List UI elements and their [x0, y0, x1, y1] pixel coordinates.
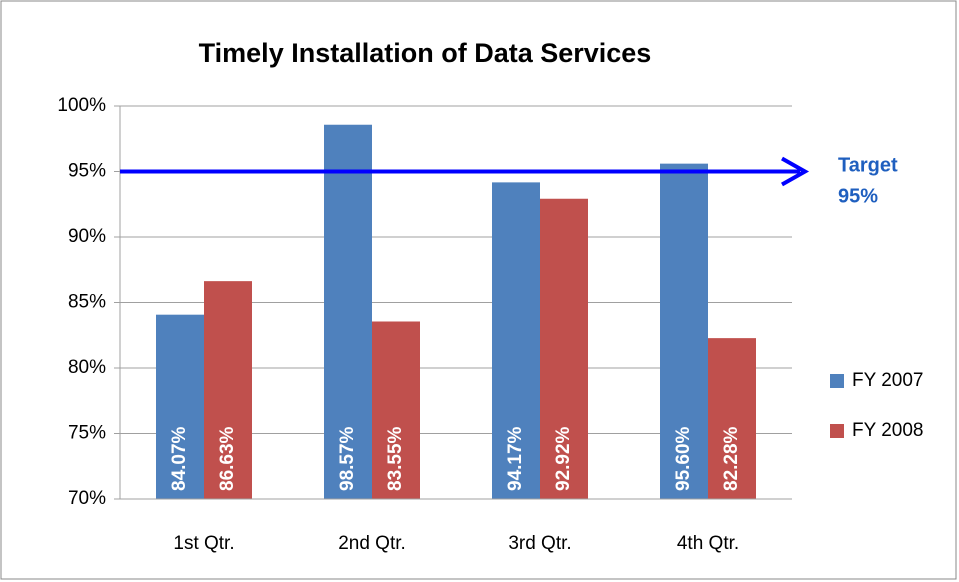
value-label: 83.55% [385, 426, 406, 491]
y-tick-label: 95% [68, 161, 106, 182]
target-arrowhead [781, 156, 810, 187]
bar [492, 182, 540, 500]
value-label: 95.60% [673, 426, 694, 491]
bar [204, 281, 252, 499]
y-tick-label: 80% [68, 357, 106, 378]
value-label: 92.92% [553, 426, 574, 491]
legend-label: FY 2007 [852, 370, 923, 391]
value-label: 98.57% [337, 426, 358, 491]
y-tick-label: 75% [68, 423, 106, 444]
chart-title: Timely Installation of Data Services [199, 38, 652, 68]
bar [372, 321, 420, 499]
value-label: 86.63% [217, 426, 238, 491]
target-value-label: 95% [838, 185, 878, 207]
value-label: 82.28% [721, 426, 742, 491]
x-tick-label: 4th Qtr. [677, 533, 739, 554]
bar [660, 163, 708, 499]
bar [708, 338, 756, 499]
value-label: 84.07% [169, 426, 190, 491]
value-label: 94.17% [505, 426, 526, 491]
legend-swatch [830, 424, 844, 438]
bar [156, 314, 204, 499]
x-tick-label: 2nd Qtr. [338, 533, 406, 554]
x-tick-label: 3rd Qtr. [508, 533, 571, 554]
target-label: Target [838, 154, 898, 176]
x-tick-label: 1st Qtr. [173, 533, 234, 554]
y-tick-label: 100% [57, 95, 106, 116]
bar [540, 198, 588, 500]
legend-swatch [830, 374, 844, 388]
bar [324, 124, 372, 499]
y-tick-label: 90% [68, 226, 106, 247]
y-tick-label: 70% [68, 488, 106, 509]
legend-label: FY 2008 [852, 420, 923, 441]
y-tick-label: 85% [68, 292, 106, 313]
